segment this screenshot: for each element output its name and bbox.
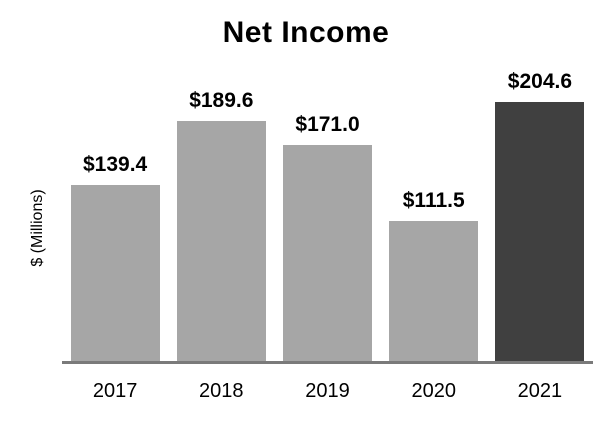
x-axis-label-2020: 2020	[411, 380, 456, 402]
x-axis-label-2021: 2021	[517, 380, 563, 402]
bar-2021	[495, 102, 585, 363]
bar-value-label: $204.6	[507, 69, 573, 93]
bar-value-label: $139.4	[82, 153, 148, 177]
y-axis-label: $ (Millions)	[29, 189, 46, 267]
x-axis-label-2017: 2017	[92, 380, 138, 402]
bar-slot-2017: $139.4	[62, 60, 168, 363]
bar-value-label: $111.5	[402, 188, 465, 212]
bar-value-label: $171.0	[295, 112, 360, 136]
chart-title: Net Income	[222, 16, 390, 49]
x-axis-label-2019: 2019	[305, 380, 350, 402]
bar-2017	[70, 185, 160, 363]
bar-slot-2020: $111.5	[381, 60, 487, 363]
bar-2018	[176, 121, 266, 363]
bar-slot-2021: $204.6	[487, 60, 593, 363]
bar-slot-2019: $171.0	[274, 60, 380, 363]
plot-area: $139.4 $189.6 $171.0 $111.5 $204.6	[62, 60, 593, 363]
bar-2020	[389, 220, 479, 363]
bar-slot-2018: $189.6	[168, 60, 274, 363]
bar-2019	[283, 144, 372, 363]
bar-value-label: $189.6	[189, 89, 254, 113]
x-axis-line	[62, 361, 593, 364]
x-axis-labels: 2017 2018 2019 2020 2021	[62, 380, 593, 403]
x-axis-label-2018: 2018	[199, 380, 244, 402]
